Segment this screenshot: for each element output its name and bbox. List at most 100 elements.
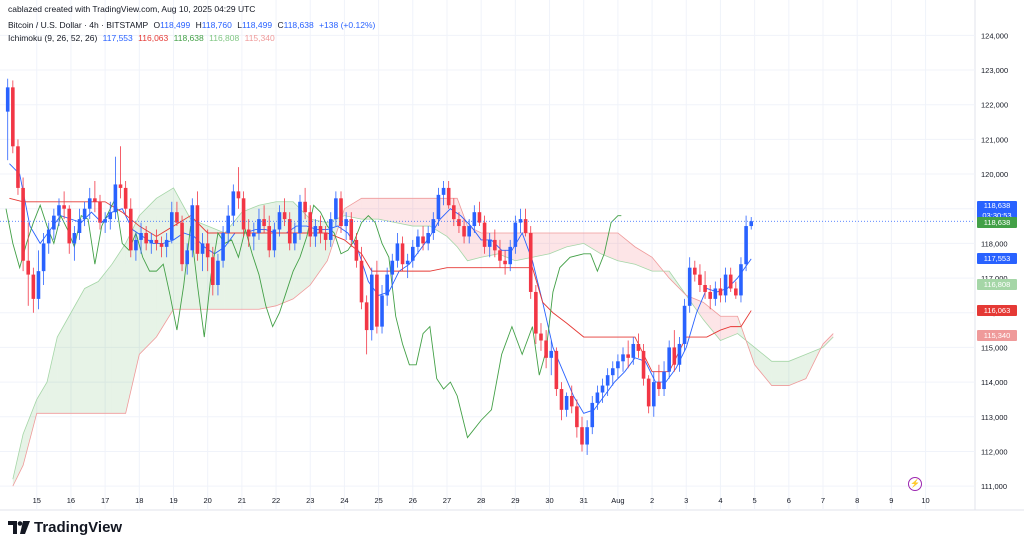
candle-body xyxy=(734,288,738,296)
price-tag: 116,063 xyxy=(977,305,1017,317)
cloud-segment xyxy=(57,312,71,414)
x-tick-label: 7 xyxy=(821,496,825,505)
high-value: 118,760 xyxy=(201,20,232,30)
candle-body xyxy=(621,354,625,362)
candle-body xyxy=(252,232,256,237)
candle-body xyxy=(518,219,523,223)
candle-body xyxy=(205,243,210,258)
tradingview-logo: TradingView xyxy=(8,519,122,536)
candle-body xyxy=(62,205,66,209)
candle-body xyxy=(175,212,179,223)
y-tick-label: 114,000 xyxy=(981,378,1008,387)
candle-body xyxy=(672,347,677,365)
candle-body xyxy=(98,201,102,223)
candle-body xyxy=(559,389,564,410)
candle-body xyxy=(323,232,328,240)
symbol-label[interactable]: Bitcoin / U.S. Dollar · 4h · BITSTAMP xyxy=(8,20,149,30)
candle-body xyxy=(472,212,477,227)
candle-body xyxy=(354,239,359,261)
candle-body xyxy=(549,350,554,358)
candle-body xyxy=(339,198,343,227)
candle-body xyxy=(149,239,154,244)
candle-body xyxy=(267,226,272,251)
span-a-value: 116,808 xyxy=(209,33,240,43)
x-tick-label: 3 xyxy=(684,496,688,505)
cloud-segment xyxy=(156,187,174,338)
span-b-value: 115,340 xyxy=(244,33,275,43)
x-tick-label: 18 xyxy=(135,496,143,505)
cloud-segment xyxy=(771,361,789,386)
candle-body xyxy=(11,87,15,147)
candle-body xyxy=(431,219,436,233)
close-value: 118,638 xyxy=(283,20,314,30)
cloud-segment xyxy=(224,212,242,310)
flash-icon[interactable]: ⚡ xyxy=(908,477,922,491)
cloud-segment xyxy=(84,281,99,414)
indicator-label[interactable]: Ichimoku (9, 26, 52, 26) xyxy=(8,33,98,43)
candle-body xyxy=(108,212,113,220)
candle-body xyxy=(682,305,687,344)
cloud-segment xyxy=(652,257,670,279)
y-tick-label: 117,000 xyxy=(981,274,1008,283)
indicator-legend: Ichimoku (9, 26, 52, 26) 117,553 116,063… xyxy=(8,33,278,43)
candle-body xyxy=(446,187,451,206)
price-tag: 117,553 xyxy=(977,253,1017,265)
candle-body xyxy=(662,371,666,390)
candle-body xyxy=(610,368,615,376)
candle-body xyxy=(282,212,287,220)
x-tick-label: Aug xyxy=(611,496,624,505)
candle-body xyxy=(216,260,220,286)
y-tick-label: 118,000 xyxy=(981,239,1008,248)
candle-body xyxy=(513,222,518,247)
candle-body xyxy=(713,288,718,299)
candle-body xyxy=(113,184,118,213)
cloud-segment xyxy=(412,198,430,227)
candle-body xyxy=(605,375,610,386)
cloud-segment xyxy=(190,219,208,310)
candle-body xyxy=(236,191,241,199)
x-tick-label: 10 xyxy=(921,496,929,505)
x-tick-label: 30 xyxy=(545,496,553,505)
candle-body xyxy=(303,201,307,213)
candle-body xyxy=(93,198,97,202)
x-tick-label: 19 xyxy=(169,496,177,505)
candle-body xyxy=(744,226,748,265)
x-tick-label: 23 xyxy=(306,496,314,505)
candle-body xyxy=(318,226,323,233)
candle-body xyxy=(334,198,338,220)
candle-body xyxy=(226,215,230,233)
cloud-segment xyxy=(125,215,140,414)
candle-body xyxy=(410,246,415,261)
candle-body xyxy=(554,350,559,390)
price-tag: 116,808 xyxy=(977,279,1017,291)
candle-body xyxy=(287,219,292,244)
cloud-segment xyxy=(788,354,806,386)
cloud-segment xyxy=(258,201,277,310)
candle-body xyxy=(600,385,605,393)
x-tick-label: 15 xyxy=(33,496,41,505)
y-tick-label: 113,000 xyxy=(981,413,1008,422)
credit-line: cablazed created with TradingView.com, A… xyxy=(8,4,256,14)
candle-body xyxy=(200,243,205,254)
candle-body xyxy=(26,260,31,275)
candle-body xyxy=(436,194,441,220)
cloud-segment xyxy=(36,382,48,414)
candle-body xyxy=(482,222,487,247)
kijun-value: 116,063 xyxy=(138,33,169,43)
x-tick-label: 21 xyxy=(238,496,246,505)
candle-body xyxy=(636,343,641,351)
candle-body xyxy=(298,201,302,233)
cloud-segment xyxy=(23,399,37,466)
candle-body xyxy=(241,198,246,230)
candle-body xyxy=(380,295,384,327)
candle-body xyxy=(16,146,20,188)
x-tick-label: 22 xyxy=(272,496,280,505)
candle-body xyxy=(677,343,682,365)
candle-body xyxy=(595,392,600,403)
cloud-segment xyxy=(361,198,379,220)
x-tick-label: 25 xyxy=(374,496,382,505)
candle-body xyxy=(5,87,10,112)
cloud-segment xyxy=(395,198,413,227)
candle-body xyxy=(616,361,620,369)
